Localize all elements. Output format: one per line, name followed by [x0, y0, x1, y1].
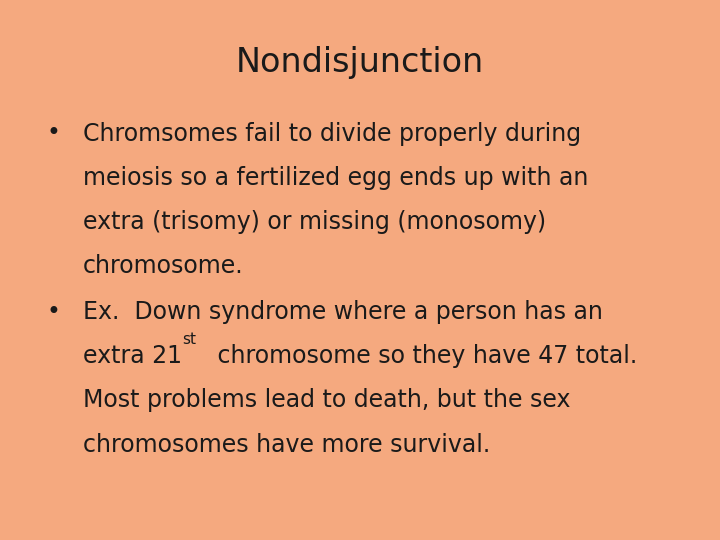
Text: meiosis so a fertilized egg ends up with an: meiosis so a fertilized egg ends up with…: [83, 166, 588, 190]
Text: extra (trisomy) or missing (monosomy): extra (trisomy) or missing (monosomy): [83, 210, 546, 234]
Text: st: st: [181, 332, 196, 347]
Text: Nondisjunction: Nondisjunction: [236, 46, 484, 79]
Text: Chromsomes fail to divide properly during: Chromsomes fail to divide properly durin…: [83, 122, 581, 145]
Text: extra 21: extra 21: [83, 344, 181, 368]
Text: •: •: [47, 122, 60, 145]
Text: chromosomes have more survival.: chromosomes have more survival.: [83, 433, 490, 456]
Text: Ex.  Down syndrome where a person has an: Ex. Down syndrome where a person has an: [83, 300, 603, 323]
Text: chromosome.: chromosome.: [83, 254, 243, 278]
Text: chromosome so they have 47 total.: chromosome so they have 47 total.: [210, 344, 637, 368]
Text: •: •: [47, 300, 60, 323]
Text: Most problems lead to death, but the sex: Most problems lead to death, but the sex: [83, 388, 570, 412]
